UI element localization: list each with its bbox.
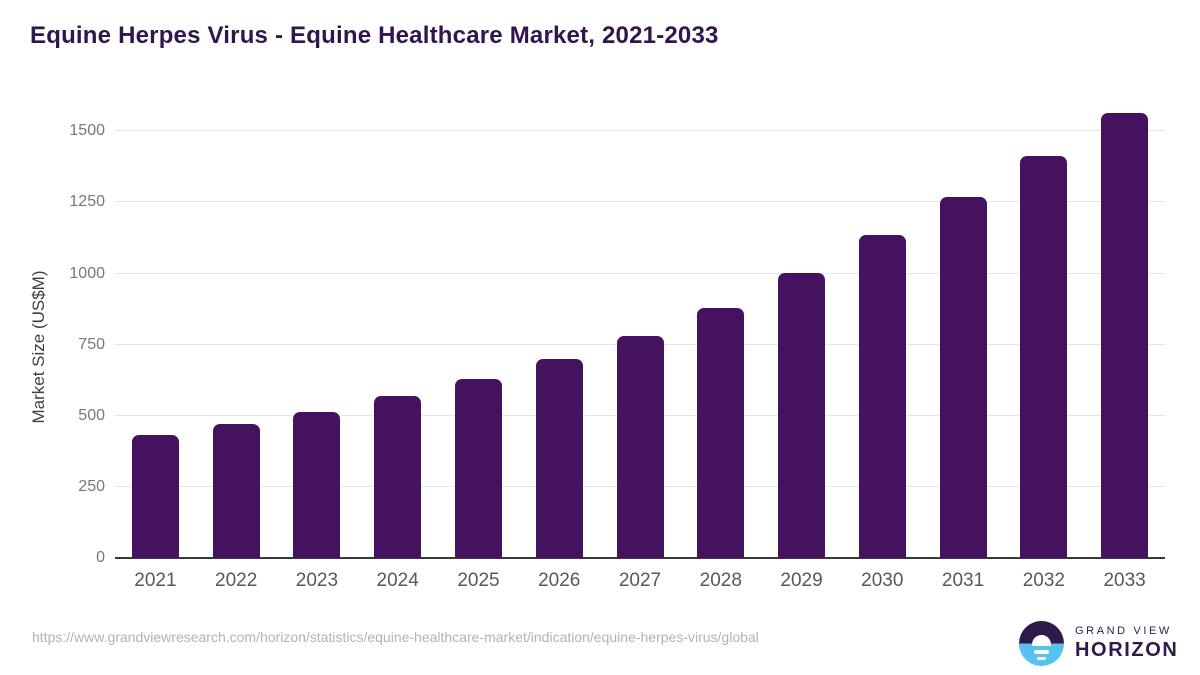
bar-2026 bbox=[535, 359, 583, 558]
x-tick-label: 2032 bbox=[1022, 570, 1065, 591]
source-url: https://www.grandviewresearch.com/horizo… bbox=[32, 629, 759, 645]
gridline bbox=[115, 201, 1165, 203]
logo-grand-view-label: GRAND VIEW bbox=[1075, 625, 1172, 637]
horizon-sun-logo-icon bbox=[1019, 621, 1064, 666]
x-tick-label: 2024 bbox=[376, 570, 419, 591]
x-tick-label: 2030 bbox=[861, 570, 904, 591]
x-tick-label: 2025 bbox=[457, 570, 500, 591]
gridline bbox=[115, 130, 1165, 132]
y-tick-label: 1000 bbox=[69, 264, 105, 282]
bar-2023 bbox=[293, 411, 341, 558]
x-tick-label: 2028 bbox=[699, 570, 742, 591]
x-tick-label: 2026 bbox=[538, 570, 581, 591]
logo-horizon-label: HORIZON bbox=[1075, 639, 1179, 661]
bar-2032 bbox=[1020, 156, 1068, 558]
logo-text: GRAND VIEW HORIZON bbox=[1075, 625, 1178, 662]
y-tick-label: 750 bbox=[78, 335, 105, 353]
y-tick-label: 0 bbox=[96, 549, 105, 566]
bar-2024 bbox=[374, 395, 422, 558]
logo-reflection-line bbox=[1037, 657, 1046, 660]
bar-2025 bbox=[454, 378, 502, 558]
logo-sun-shape bbox=[1032, 635, 1051, 646]
gridline bbox=[115, 272, 1165, 274]
bar-2021 bbox=[131, 434, 179, 558]
bar-2029 bbox=[778, 273, 826, 558]
x-axis-line bbox=[115, 557, 1165, 559]
logo-reflection-line bbox=[1034, 650, 1049, 654]
bar-2027 bbox=[616, 335, 664, 558]
x-tick-label: 2031 bbox=[941, 570, 985, 591]
bar-2033 bbox=[1101, 112, 1149, 558]
x-tick-label: 2022 bbox=[215, 570, 258, 591]
bar-2031 bbox=[939, 196, 987, 558]
y-tick-label: 250 bbox=[78, 477, 105, 495]
y-tick-label: 1250 bbox=[69, 193, 105, 211]
y-tick-label: 500 bbox=[78, 406, 105, 424]
brand-logo: GRAND VIEW HORIZON bbox=[1019, 621, 1178, 666]
x-tick-label: 2023 bbox=[295, 570, 339, 591]
x-tick-label: 2027 bbox=[618, 570, 662, 591]
bar-2028 bbox=[697, 308, 745, 558]
bar-2030 bbox=[858, 234, 906, 558]
plot-area: 0 250 500 750 1000 1250 1500 2021 2022 2023 2024 20… bbox=[69, 100, 1165, 591]
y-tick-label: 1500 bbox=[69, 122, 105, 140]
bar-2022 bbox=[212, 424, 260, 558]
x-tick-label: 2029 bbox=[780, 570, 823, 591]
x-tick-label: 2033 bbox=[1103, 570, 1146, 591]
x-tick-label: 2021 bbox=[134, 570, 177, 591]
chart-title: Equine Herpes Virus - Equine Healthcare … bbox=[30, 22, 719, 49]
